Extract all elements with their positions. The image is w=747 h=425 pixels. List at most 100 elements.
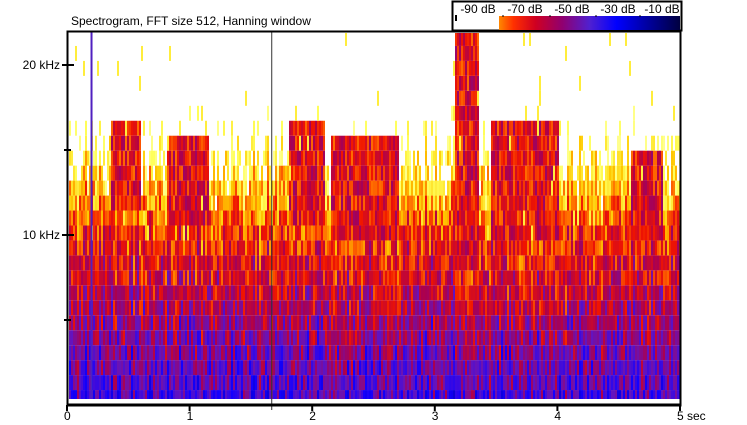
heatmap-cell [621,165,623,181]
heatmap-cell [405,180,407,196]
heatmap-cell [165,165,167,181]
heatmap-cell [405,195,407,211]
heatmap-cell [603,210,605,226]
heatmap-cell [395,120,397,136]
heatmap-cell [209,330,211,346]
heatmap-cell [257,255,259,271]
heatmap-cell [157,285,159,301]
heatmap-cell [333,345,335,361]
heatmap-cell [503,270,505,286]
heatmap-cell [199,330,201,346]
heatmap-cell [253,390,255,399]
heatmap-cell [391,315,393,331]
heatmap-cell [565,180,567,196]
heatmap-cell [443,285,445,301]
heatmap-cell [547,150,549,166]
heatmap-cell [507,345,509,361]
heatmap-cell [331,210,333,226]
heatmap-cell [473,285,475,301]
heatmap-cell [501,360,503,376]
heatmap-cell [237,165,239,181]
heatmap-cell [157,315,159,331]
heatmap-cell [597,360,599,376]
heatmap-cell [611,285,613,301]
heatmap-cell [165,390,167,399]
heatmap-cell [275,255,277,271]
heatmap-cell [333,165,335,181]
heatmap-cell [395,315,397,331]
heatmap-cell [389,285,391,301]
heatmap-cell [237,255,239,271]
heatmap-cell [399,255,401,271]
heatmap-cell [425,360,427,376]
heatmap-cell [209,240,211,256]
heatmap-cell [557,375,559,391]
heatmap-cell [421,315,423,331]
heatmap-cell [607,330,609,346]
heatmap-cell [113,135,115,151]
heatmap-cell [107,375,109,391]
heatmap-cell [469,390,471,399]
heatmap-cell [447,150,449,166]
heatmap-cell [229,360,231,376]
heatmap-cell [195,195,197,211]
heatmap-cell [337,270,339,286]
heatmap-cell [385,285,387,301]
heatmap-cell [471,375,473,391]
heatmap-cell [121,210,123,226]
heatmap-cell [189,195,191,211]
heatmap-cell [523,165,525,181]
heatmap-cell [375,390,377,399]
heatmap-cell [463,105,465,121]
heatmap-cell [165,345,167,361]
heatmap-cell [477,120,479,136]
heatmap-cell [121,330,123,346]
heatmap-cell [597,195,599,211]
heatmap-cell [351,255,353,271]
heatmap-cell [203,255,205,271]
heatmap-cell [311,255,313,271]
heatmap-cell [157,345,159,361]
heatmap-cell [613,150,615,166]
heatmap-cell [369,390,371,399]
heatmap-cell [207,300,209,316]
heatmap-cell [81,300,83,316]
heatmap-cell [261,315,263,331]
heatmap-cell [179,360,181,376]
heatmap-cell [315,135,317,151]
heatmap-cell [315,150,317,166]
heatmap-cell [227,360,229,376]
heatmap-cell [127,195,129,211]
heatmap-cell [83,345,85,361]
heatmap-cell [349,270,351,286]
heatmap-cell [413,195,415,211]
heatmap-cell [453,360,455,376]
heatmap-cell [407,120,409,136]
heatmap-cell [323,375,325,391]
heatmap-cell [543,180,545,196]
heatmap-cell [79,315,81,331]
heatmap-cell [235,345,237,361]
heatmap-cell [295,225,297,241]
heatmap-cell [193,225,195,241]
heatmap-cell [603,345,605,361]
heatmap-cell [593,330,595,346]
heatmap-cell [533,255,535,271]
heatmap-cell [473,330,475,346]
heatmap-cell [397,150,399,166]
heatmap-cell [551,180,553,196]
heatmap-cell [399,225,401,241]
heatmap-cell [471,330,473,346]
heatmap-cell [313,300,315,316]
heatmap-cell [465,360,467,376]
heatmap-cell [129,300,131,316]
heatmap-cell [275,135,277,151]
heatmap-cell [241,195,243,211]
heatmap-cell [383,255,385,271]
heatmap-cell [89,315,91,331]
heatmap-cell [447,210,449,226]
heatmap-cell [277,330,279,346]
heatmap-cell [447,180,449,196]
heatmap-cell [439,180,441,196]
heatmap-cell [281,315,283,331]
